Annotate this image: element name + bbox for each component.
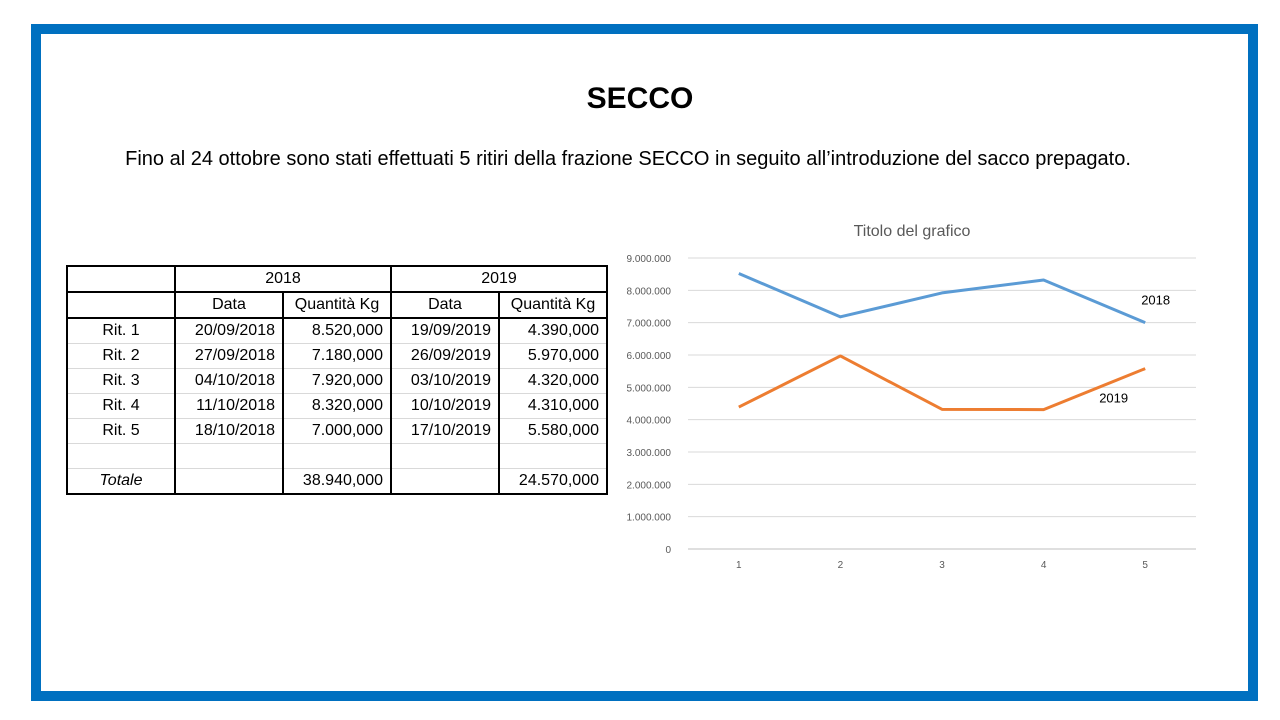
date-2018: 20/09/2018 — [174, 318, 284, 344]
y-tick-label: 0 — [665, 545, 671, 556]
qty-2019: 4.390,000 — [498, 318, 608, 344]
date-2019: 10/10/2019 — [390, 393, 500, 419]
qty-2018: 8.520,000 — [282, 318, 392, 344]
x-tick-label: 2 — [838, 560, 844, 571]
qty-2019: 4.310,000 — [498, 393, 608, 419]
series-line-2019 — [738, 354, 1146, 412]
year-header-2018: 2018 — [174, 265, 392, 293]
total-2018: 38.940,000 — [282, 468, 392, 495]
col-header-date-2019: Data — [390, 292, 500, 319]
series-line-2018 — [738, 272, 1146, 325]
col-header-qty-2019: Quantità Kg — [498, 292, 608, 319]
series-label-2018: 2018 — [1141, 293, 1170, 308]
qty-2019: 5.970,000 — [498, 343, 608, 369]
blank-cell — [282, 443, 392, 469]
table-row: Rit. 4 11/10/2018 8.320,000 10/10/2019 4… — [66, 393, 608, 419]
table-corner-cell — [66, 265, 176, 293]
date-2018: 11/10/2018 — [174, 393, 284, 419]
col-header-qty-2018: Quantità Kg — [282, 292, 392, 319]
table-row: Rit. 2 27/09/2018 7.180,000 26/09/2019 5… — [66, 343, 608, 369]
x-tick-label: 4 — [1041, 560, 1047, 571]
x-tick-label: 5 — [1142, 560, 1148, 571]
date-2019: 17/10/2019 — [390, 418, 500, 444]
table-year-row: 2018 2019 — [66, 265, 608, 293]
line-chart: Titolo del grafico 0 1.000.000 2.000.000 3.0… — [627, 223, 1196, 571]
table-total-row: Totale 38.940,000 24.570,000 — [66, 468, 608, 495]
table-empty-cell — [66, 292, 176, 319]
series-label-2019: 2019 — [1099, 391, 1128, 406]
blank-cell — [498, 443, 608, 469]
slide-title: SECCO — [586, 82, 694, 115]
date-2019: 19/09/2019 — [390, 318, 500, 344]
y-tick-label: 4.000.000 — [627, 416, 672, 427]
y-tick-label: 6.000.000 — [627, 351, 672, 362]
row-label: Rit. 4 — [66, 393, 176, 419]
x-tick-label: 3 — [939, 560, 945, 571]
table-row: Rit. 3 04/10/2018 7.920,000 03/10/2019 4… — [66, 368, 608, 394]
col-header-date-2018: Data — [174, 292, 284, 319]
blank-cell — [174, 468, 284, 495]
qty-2018: 8.320,000 — [282, 393, 392, 419]
blank-cell — [66, 443, 176, 469]
total-label: Totale — [66, 468, 176, 495]
blank-cell — [390, 443, 500, 469]
row-label: Rit. 5 — [66, 418, 176, 444]
blank-cell — [390, 468, 500, 495]
date-2018: 04/10/2018 — [174, 368, 284, 394]
table-subheader-row: Data Quantità Kg Data Quantità Kg — [66, 292, 608, 319]
total-2019: 24.570,000 — [498, 468, 608, 495]
x-tick-label: 1 — [736, 560, 742, 571]
qty-2018: 7.180,000 — [282, 343, 392, 369]
table-row: Rit. 1 20/09/2018 8.520,000 19/09/2019 4… — [66, 318, 608, 344]
y-tick-label: 1.000.000 — [627, 513, 672, 524]
row-label: Rit. 3 — [66, 368, 176, 394]
table-row: Rit. 5 18/10/2018 7.000,000 17/10/2019 5… — [66, 418, 608, 444]
row-label: Rit. 1 — [66, 318, 176, 344]
qty-2018: 7.920,000 — [282, 368, 392, 394]
slide-subtitle: Fino al 24 ottobre sono stati effettuati… — [125, 148, 1131, 170]
y-tick-label: 9.000.000 — [627, 254, 672, 265]
qty-2019: 5.580,000 — [498, 418, 608, 444]
blank-cell — [174, 443, 284, 469]
qty-2019: 4.320,000 — [498, 368, 608, 394]
date-2018: 27/09/2018 — [174, 343, 284, 369]
y-tick-label: 7.000.000 — [627, 319, 672, 330]
qty-2018: 7.000,000 — [282, 418, 392, 444]
chart-title: Titolo del grafico — [854, 223, 971, 240]
row-label: Rit. 2 — [66, 343, 176, 369]
y-tick-label: 5.000.000 — [627, 383, 672, 394]
date-2019: 26/09/2019 — [390, 343, 500, 369]
y-tick-label: 3.000.000 — [627, 448, 672, 459]
y-tick-label: 2.000.000 — [627, 480, 672, 491]
table-blank-row — [66, 443, 608, 469]
collections-table: 2018 2019 Data Quantità Kg Data Quantità… — [66, 265, 608, 495]
date-2019: 03/10/2019 — [390, 368, 500, 394]
y-tick-label: 8.000.000 — [627, 286, 672, 297]
year-header-2019: 2019 — [390, 265, 608, 293]
date-2018: 18/10/2018 — [174, 418, 284, 444]
